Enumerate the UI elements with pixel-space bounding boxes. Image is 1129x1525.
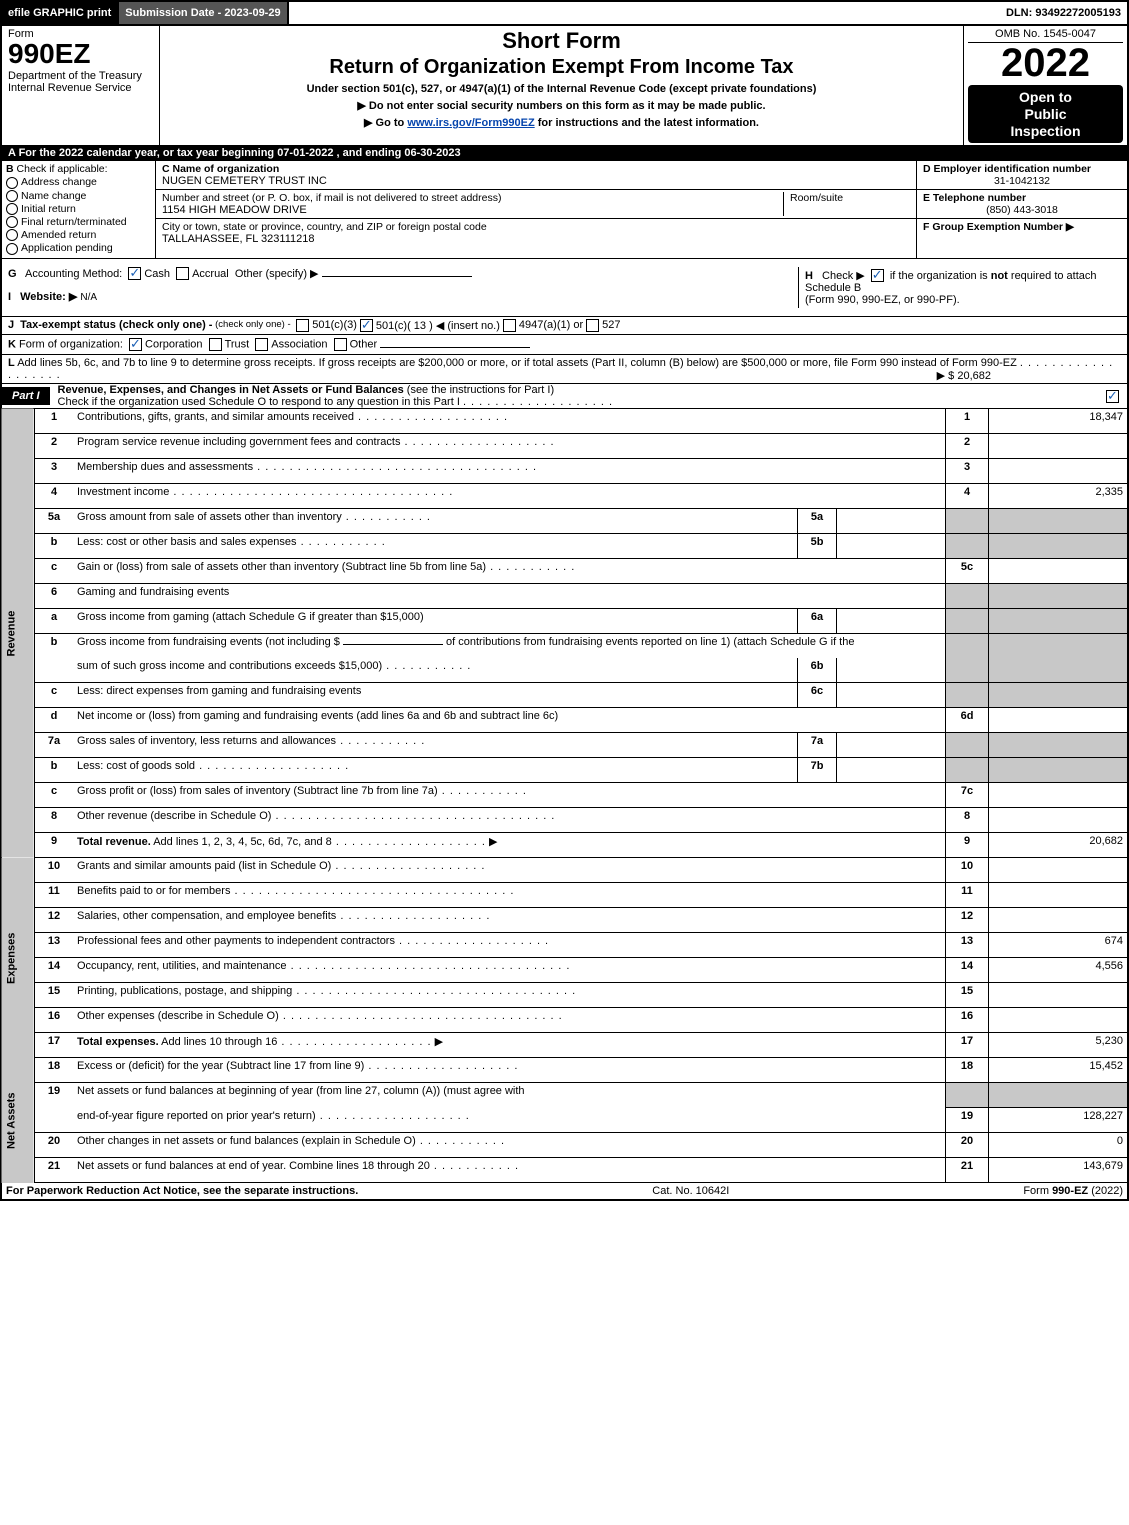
- city-label: City or town, state or province, country…: [162, 221, 487, 233]
- room-suite: Room/suite: [783, 192, 910, 216]
- part1-header: Part I Revenue, Expenses, and Changes in…: [0, 384, 1129, 409]
- footer-center: Cat. No. 10642I: [358, 1185, 1023, 1197]
- return-title: Return of Organization Exempt From Incom…: [166, 56, 957, 79]
- org-name-row: C Name of organization NUGEN CEMETERY TR…: [156, 161, 916, 190]
- part1-subtitle: (see the instructions for Part I): [407, 384, 554, 396]
- revenue-label: Revenue: [1, 409, 35, 858]
- chk-name-change[interactable]: Name change: [6, 190, 151, 202]
- chk-schedule-b[interactable]: [871, 269, 884, 282]
- top-bar: efile GRAPHIC print Submission Date - 20…: [0, 0, 1129, 26]
- part1-title: Revenue, Expenses, and Changes in Net As…: [58, 384, 404, 396]
- header-right: OMB No. 1545-0047 2022 Open to Public In…: [963, 26, 1127, 145]
- chk-address-change[interactable]: Address change: [6, 176, 151, 188]
- city: TALLAHASSEE, FL 323111218: [162, 233, 487, 245]
- chk-501c3[interactable]: [296, 319, 309, 332]
- chk-501c[interactable]: [360, 319, 373, 332]
- dept: Department of the Treasury: [8, 70, 153, 82]
- footer-left: For Paperwork Reduction Act Notice, see …: [6, 1185, 358, 1197]
- expenses-label: Expenses: [1, 858, 35, 1058]
- tax-exempt-label: Tax-exempt status (check only one) -: [20, 319, 212, 332]
- ssn-warning: ▶ Do not enter social security numbers o…: [166, 99, 957, 112]
- h-label: H: [805, 270, 813, 282]
- under-section: Under section 501(c), 527, or 4947(a)(1)…: [166, 83, 957, 95]
- line-a: A For the 2022 calendar year, or tax yea…: [0, 145, 1129, 161]
- part1-check-text: Check if the organization used Schedule …: [58, 396, 460, 408]
- col-b: B Check if applicable: Address change Na…: [2, 161, 156, 257]
- form-header: Form 990EZ Department of the Treasury In…: [0, 26, 1129, 145]
- ein-label: D Employer identification number: [923, 163, 1091, 175]
- org-name-label: C Name of organization: [162, 163, 910, 175]
- col-d: D Employer identification number 31-1042…: [916, 161, 1127, 257]
- group-exemption-row: F Group Exemption Number ▶: [917, 219, 1127, 257]
- chk-trust[interactable]: [209, 338, 222, 351]
- website-label: Website: ▶: [20, 291, 77, 303]
- phone-label: E Telephone number: [923, 192, 1026, 204]
- irs: Internal Revenue Service: [8, 82, 153, 94]
- goto-link[interactable]: ▶ Go to www.irs.gov/Form990EZ for instru…: [166, 116, 957, 129]
- tax-year: 2022: [968, 43, 1123, 83]
- row-j: J Tax-exempt status (check only one) - (…: [0, 317, 1129, 335]
- open-to-public: Open to Public Inspection: [968, 85, 1123, 143]
- col-h: H Check ▶ if the organization is not req…: [798, 267, 1121, 309]
- street: 1154 HIGH MEADOW DRIVE: [162, 204, 783, 216]
- org-name: NUGEN CEMETERY TRUST INC: [162, 175, 910, 187]
- city-row: City or town, state or province, country…: [156, 219, 916, 257]
- footer: For Paperwork Reduction Act Notice, see …: [0, 1183, 1129, 1201]
- col-c: C Name of organization NUGEN CEMETERY TR…: [156, 161, 916, 257]
- chk-final-return[interactable]: Final return/terminated: [6, 216, 151, 228]
- line-l: L Add lines 5b, 6c, and 7b to line 9 to …: [0, 355, 1129, 384]
- ein: 31-1042132: [923, 175, 1121, 187]
- efile-print[interactable]: efile GRAPHIC print: [2, 2, 119, 24]
- chk-4947[interactable]: [503, 319, 516, 332]
- chk-other[interactable]: [334, 338, 347, 351]
- chk-527[interactable]: [586, 319, 599, 332]
- street-label: Number and street (or P. O. box, if mail…: [162, 192, 783, 204]
- chk-application-pending[interactable]: Application pending: [6, 242, 151, 254]
- irs-link[interactable]: www.irs.gov/Form990EZ: [407, 117, 534, 129]
- check-if-applicable: Check if applicable:: [17, 163, 108, 175]
- part1-label: Part I: [2, 387, 50, 405]
- lines-table: Revenue 1 Contributions, gifts, grants, …: [0, 409, 1129, 1183]
- ein-row: D Employer identification number 31-1042…: [917, 161, 1127, 190]
- chk-corporation[interactable]: [129, 338, 142, 351]
- street-row: Number and street (or P. O. box, if mail…: [156, 190, 916, 219]
- accounting-method-label: Accounting Method:: [25, 268, 122, 280]
- phone: (850) 443-3018: [923, 204, 1121, 216]
- phone-row: E Telephone number (850) 443-3018: [917, 190, 1127, 219]
- j-label: J: [8, 319, 14, 332]
- chk-cash[interactable]: [128, 267, 141, 280]
- dln: DLN: 93492272005193: [1000, 2, 1127, 24]
- chk-schedule-o[interactable]: [1106, 390, 1119, 403]
- chk-initial-return[interactable]: Initial return: [6, 203, 151, 215]
- group-exemption-label: F Group Exemption Number ▶: [923, 221, 1074, 233]
- header-left: Form 990EZ Department of the Treasury In…: [2, 26, 160, 145]
- chk-accrual[interactable]: [176, 267, 189, 280]
- footer-right: Form 990-EZ (2022): [1023, 1185, 1123, 1197]
- chk-association[interactable]: [255, 338, 268, 351]
- top-spacer: [289, 2, 1000, 24]
- i-label: I: [8, 291, 11, 303]
- short-form-title: Short Form: [166, 28, 957, 54]
- netassets-label: Net Assets: [1, 1058, 35, 1183]
- row-g-h: G Accounting Method: Cash Accrual Other …: [0, 259, 1129, 318]
- entity-block: B Check if applicable: Address change Na…: [0, 161, 1129, 258]
- form-number: 990EZ: [8, 40, 153, 68]
- website-value: N/A: [80, 292, 97, 303]
- header-center: Short Form Return of Organization Exempt…: [160, 26, 963, 145]
- line-k: K Form of organization: Corporation Trus…: [0, 335, 1129, 355]
- chk-amended-return[interactable]: Amended return: [6, 229, 151, 241]
- b-label: B: [6, 163, 14, 175]
- submission-date: Submission Date - 2023-09-29: [119, 2, 288, 24]
- g-label: G: [8, 268, 17, 280]
